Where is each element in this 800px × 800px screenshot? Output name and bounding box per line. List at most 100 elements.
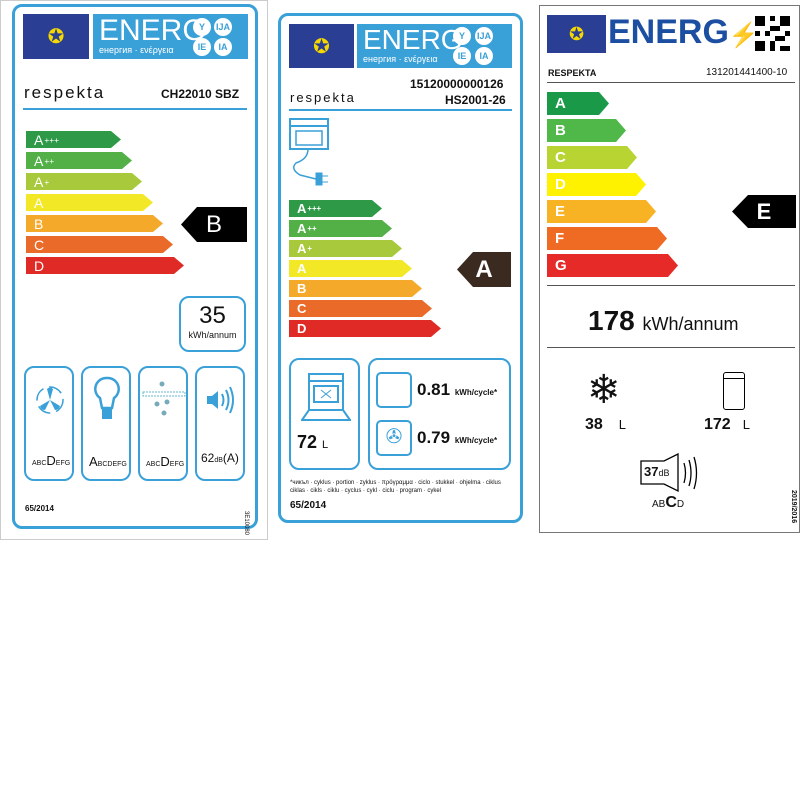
energy-class-bar-a2plus: A ++: [289, 220, 392, 237]
consumption-box: 35 kWh/annum: [179, 296, 246, 352]
oven-plug-icon: [289, 118, 329, 186]
lang-circle: IE: [453, 47, 471, 65]
fan-forced-consumption: 0.79 kWh/cycle*: [417, 428, 498, 447]
class-plus: ++: [307, 224, 317, 233]
class-letter: E: [555, 203, 566, 220]
noise-class: ABCD: [652, 494, 685, 511]
model: 131201441400-10: [706, 67, 788, 78]
light-bulb-icon: [94, 376, 120, 419]
class-letter: C: [34, 236, 45, 253]
fan-efficiency-box: ABCDEFG: [24, 366, 74, 481]
energ-text: ENERG: [363, 24, 463, 55]
regulation: 2019/2016: [790, 490, 797, 524]
label-oven: [278, 13, 523, 523]
speaker-icon: [207, 386, 234, 414]
class-letter: B: [555, 122, 566, 139]
class-letter: A: [297, 241, 307, 256]
class-letter: A: [297, 201, 307, 216]
conventional-icon: [376, 372, 412, 408]
class-letter: C: [297, 301, 307, 316]
noise-box: 62dB(A): [195, 366, 245, 481]
class-letter: A: [34, 194, 44, 211]
volume-box: 72 L: [289, 358, 360, 470]
energy-class-bar-a1plus: A +: [289, 240, 402, 257]
oven-icon: [301, 373, 351, 421]
class-plus: ++: [44, 155, 55, 166]
class-letter: C: [555, 149, 566, 166]
qr-code-icon[interactable]: [755, 15, 790, 52]
fridge-volume: 172 L: [704, 416, 750, 433]
eu-flag-icon: ✪: [547, 15, 606, 53]
footnote: *чикъл · cyklus · portion · zyklus · πρό…: [290, 480, 501, 494]
consumption-value: 35: [199, 302, 226, 329]
model: CH22010 SBZ: [161, 87, 240, 101]
class-plus: +++: [44, 134, 60, 145]
brand: respekta: [24, 83, 106, 102]
fridge-container-icon: [723, 372, 745, 410]
class-letter: B: [34, 215, 44, 232]
model: HS2001-26: [445, 93, 506, 107]
energy-class-bar-b: B: [289, 280, 422, 297]
speaker-icon: [640, 453, 698, 493]
ean-code: 15120000000126: [410, 77, 504, 91]
light-class: ABCDEFG: [89, 454, 127, 469]
energy-header: ENERG енергия · ενέργεια Y IJA IE IA: [93, 14, 248, 59]
lighting-efficiency-box: ABCDEFG: [81, 366, 131, 481]
consumption: 178 kWh/annum: [588, 305, 739, 336]
freezer-volume: 38 L: [585, 416, 627, 433]
energy-class-bar-a2plus: A ++: [26, 152, 132, 169]
energy-class-bar-a1plus: A +: [26, 173, 142, 190]
volume-value: 72 L: [297, 432, 329, 452]
regulation: 65/2014: [290, 500, 327, 511]
energy-class-bar-f: F: [547, 227, 667, 250]
brand: respekta: [290, 90, 356, 105]
class-letter: F: [555, 230, 565, 247]
noise-value: 37dB: [644, 464, 670, 479]
regulation: 65/2014: [25, 504, 54, 513]
lang-circle: IE: [193, 38, 211, 56]
energy-class-bar-c: C: [547, 146, 637, 169]
grease-filter-icon: [142, 381, 186, 416]
energy-class-bar-b: B: [547, 119, 626, 142]
class-letter: A: [297, 221, 307, 236]
energy-class-bar-g: G: [547, 254, 678, 277]
snowflake-icon: ❄: [587, 368, 621, 412]
eu-flag-icon: ✪: [289, 24, 354, 68]
side-code: 3E10080: [243, 511, 249, 536]
class-letter: D: [555, 176, 566, 193]
fan-class: ABCDEFG: [32, 453, 71, 468]
class-letter: A: [34, 173, 44, 190]
fan-forced-icon: ✇: [376, 420, 412, 456]
brand: RESPEKTA: [548, 68, 597, 78]
class-letter: D: [34, 257, 45, 274]
grease-class: ABCDEFG: [146, 454, 185, 469]
energy-class-bar-a: A: [289, 260, 412, 277]
energy-class-bar-a: A: [26, 194, 153, 211]
label-cooker-hood: ✪ ENERG енергия · ενέργεια Y IJA IE IA r…: [0, 0, 268, 540]
lang-circle: IJA: [475, 27, 493, 45]
consumption-box: 0.81 kWh/cycle* ✇ 0.79 kWh/cycle*: [368, 358, 511, 470]
energ-text: ENERG: [99, 14, 206, 47]
rating-arrow: E: [732, 195, 796, 228]
lang-circle: IA: [214, 38, 232, 56]
energy-class-bar-c: C: [26, 236, 173, 253]
grease-filter-box: ABCDEFG: [138, 366, 188, 481]
energy-class-bar-a3plus: A +++: [26, 131, 121, 148]
eu-flag-icon: ✪: [23, 14, 89, 59]
energy-header: ENERG енергия · ενέργεια Y IJA IE IA: [357, 24, 512, 68]
lang-circle: Y: [453, 27, 471, 45]
lang-circle: Y: [193, 18, 211, 36]
noise-value: 62dB(A): [201, 451, 239, 465]
lang-circle: IJA: [214, 18, 232, 36]
class-letter: A: [555, 95, 566, 112]
class-plus: +: [44, 176, 50, 187]
energy-class-bar-d: D: [547, 173, 646, 196]
energy-class-bar-b: B: [26, 215, 163, 232]
energy-subtitle: енергия · ενέργεια: [363, 54, 438, 64]
class-letter: A: [297, 261, 307, 276]
energy-subtitle: енергия · ενέργεια: [99, 45, 174, 55]
class-plus: +++: [307, 204, 322, 213]
class-letter: A: [34, 131, 44, 148]
class-letter: A: [34, 152, 44, 169]
conventional-consumption: 0.81 kWh/cycle*: [417, 380, 498, 399]
